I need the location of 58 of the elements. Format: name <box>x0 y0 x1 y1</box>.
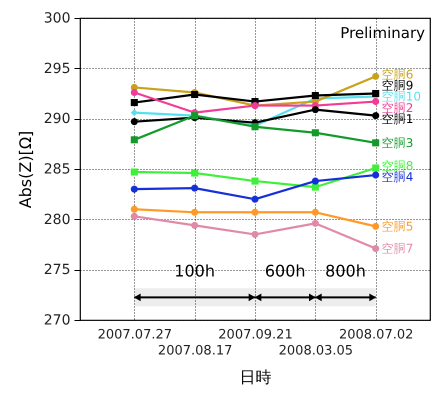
point <box>130 206 138 213</box>
y-tick-label: 280 <box>44 212 70 228</box>
point <box>130 168 138 176</box>
point <box>251 178 259 185</box>
series-label: 空胴5 <box>382 219 414 234</box>
y-axis-title: Abs(Z)[Ω] <box>16 130 35 208</box>
y-tick-label: 285 <box>44 162 70 178</box>
point <box>312 184 319 191</box>
band-label: 800h <box>325 262 366 281</box>
annotation: Preliminary <box>340 24 426 42</box>
y-tick-label: 295 <box>44 60 70 77</box>
point <box>191 222 198 229</box>
series-label: 空胴1 <box>382 112 414 126</box>
x-tick-label: 2007.07.27 <box>98 328 172 342</box>
x-tick-label: 2008.07.02 <box>338 328 414 342</box>
x-tick-label: 2007.08.17 <box>158 344 232 358</box>
point <box>372 245 380 252</box>
point <box>372 172 380 179</box>
point <box>312 92 319 100</box>
series-label: 空胴3 <box>382 136 414 150</box>
x-tick-label: 2007.09.21 <box>218 328 293 342</box>
point <box>312 106 319 114</box>
point <box>130 118 138 126</box>
point <box>372 164 380 172</box>
series-label: 空胴8 <box>382 158 414 173</box>
series-label: 空胴4 <box>382 170 414 184</box>
point <box>130 99 138 106</box>
point <box>312 129 319 136</box>
point <box>372 222 380 230</box>
y-tick-label: 300 <box>44 10 70 26</box>
point <box>372 112 380 120</box>
band-label: 600h <box>264 262 306 281</box>
point <box>251 230 259 238</box>
series-label: 空胴6 <box>382 67 414 82</box>
point <box>372 98 380 106</box>
x-axis-title: 日時 <box>240 368 272 386</box>
point <box>312 208 319 216</box>
point <box>372 90 380 98</box>
x-tick-label: 2008.03.05 <box>278 344 354 358</box>
point <box>191 208 198 216</box>
series-label: 空胴7 <box>382 242 414 256</box>
point <box>251 208 259 216</box>
point <box>372 72 380 80</box>
point <box>191 169 198 177</box>
point <box>130 212 138 220</box>
point <box>312 178 319 185</box>
y-tick-label: 270 <box>44 312 70 328</box>
point <box>130 88 138 96</box>
point <box>130 186 138 193</box>
y-tick-label: 275 <box>44 262 70 278</box>
point <box>312 220 319 227</box>
point <box>130 109 138 116</box>
y-tick-label: 290 <box>44 111 70 128</box>
point <box>372 139 380 146</box>
point <box>191 184 198 192</box>
point <box>251 196 259 203</box>
band-label: 100h <box>174 262 215 281</box>
point <box>130 136 138 144</box>
